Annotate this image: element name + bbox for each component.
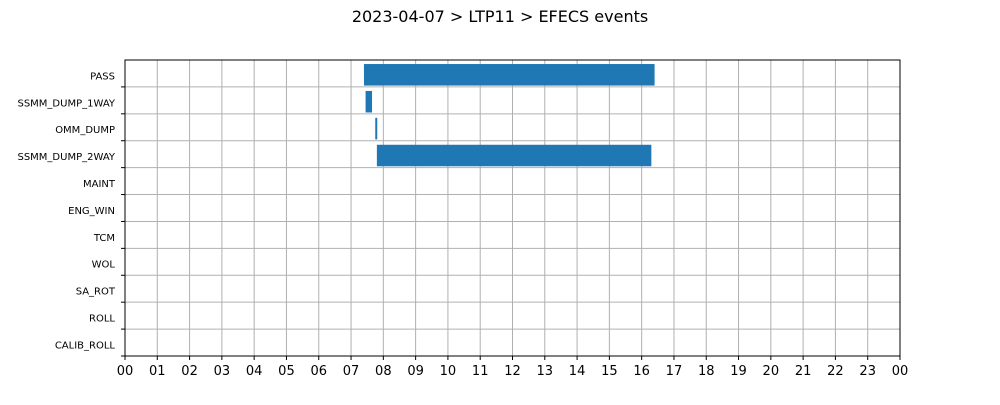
x-tick-label: 03 bbox=[214, 364, 231, 379]
x-tick-label: 13 bbox=[537, 364, 554, 379]
y-tick-label: CALIB_ROLL bbox=[55, 340, 116, 351]
x-tick-label: 02 bbox=[181, 364, 198, 379]
x-tick-label: 06 bbox=[310, 364, 327, 379]
x-tick-label: 00 bbox=[117, 364, 134, 379]
event-bar bbox=[363, 64, 655, 86]
y-tick-label: PASS bbox=[90, 71, 115, 82]
x-tick-label: 00 bbox=[892, 364, 909, 379]
y-tick-label: MAINT bbox=[83, 179, 116, 190]
x-tick-label: 21 bbox=[795, 364, 812, 379]
x-tick-label: 14 bbox=[569, 364, 586, 379]
x-tick-label: 04 bbox=[246, 364, 263, 379]
y-axis: PASS SSMM_DUMP_1WAY OMM_DUMP SSMM_DUMP_2WAY… bbox=[17, 71, 125, 357]
y-tick-label: TCM bbox=[93, 233, 115, 244]
event-bar bbox=[365, 90, 373, 113]
y-tick-label: SSMM_DUMP_1WAY bbox=[17, 98, 115, 109]
x-tick-label: 17 bbox=[666, 364, 683, 379]
event-bar bbox=[375, 117, 378, 140]
x-tick-label: 18 bbox=[698, 364, 715, 379]
x-tick-label: 05 bbox=[278, 364, 295, 379]
x-tick-label: 11 bbox=[472, 364, 489, 379]
x-tick-label: 20 bbox=[763, 364, 780, 379]
x-tick-label: 08 bbox=[375, 364, 392, 379]
event-bar bbox=[376, 144, 652, 167]
x-tick-label: 09 bbox=[407, 364, 424, 379]
y-tick-label: SA_ROT bbox=[76, 287, 116, 298]
x-tick-label: 07 bbox=[343, 364, 360, 379]
x-tick-label: 01 bbox=[149, 364, 166, 379]
x-tick-label: 23 bbox=[859, 364, 876, 379]
x-tick-label: 10 bbox=[440, 364, 457, 379]
y-tick-label: WOL bbox=[92, 260, 116, 271]
y-tick-label: OMM_DUMP bbox=[55, 125, 115, 136]
grid-lines bbox=[124, 60, 901, 356]
x-tick-label: 15 bbox=[601, 364, 618, 379]
y-tick-label: ROLL bbox=[89, 314, 115, 325]
x-tick-label: 12 bbox=[504, 364, 521, 379]
y-tick-label: ENG_WIN bbox=[68, 206, 115, 217]
chart-title: 2023-04-07 > LTP11 > EFECS events bbox=[352, 7, 648, 26]
x-tick-label: 16 bbox=[633, 364, 650, 379]
y-tick-label: SSMM_DUMP_2WAY bbox=[17, 152, 115, 163]
x-tick-label: 22 bbox=[827, 364, 844, 379]
x-tick-label: 19 bbox=[730, 364, 747, 379]
event-bars bbox=[363, 64, 655, 167]
x-axis: 00 01 02 03 04 05 06 07 08 09 10 11 12 13 14 15 16 17 18 19… bbox=[117, 356, 909, 379]
